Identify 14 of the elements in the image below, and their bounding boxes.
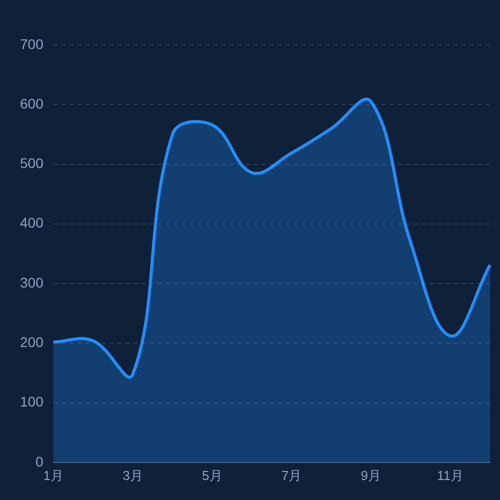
y-tick-label: 400	[20, 214, 44, 231]
y-tick-label: 100	[20, 394, 44, 410]
y-tick-label: 300	[20, 274, 44, 290]
y-tick-label: 0	[36, 453, 44, 470]
x-tick-label: 9月	[360, 468, 382, 483]
x-tick-label: 5月	[202, 468, 222, 483]
y-tick-label: 200	[20, 334, 44, 350]
y-tick-label: 600	[20, 95, 44, 112]
x-tick-label: 1月	[43, 468, 64, 483]
x-tick-label: 3月	[122, 468, 143, 483]
y-tick-label: 700	[20, 36, 44, 52]
x-tick-label: 11月	[437, 468, 464, 483]
x-tick-label: 7月	[281, 468, 302, 483]
y-tick-label: 500	[20, 155, 44, 172]
